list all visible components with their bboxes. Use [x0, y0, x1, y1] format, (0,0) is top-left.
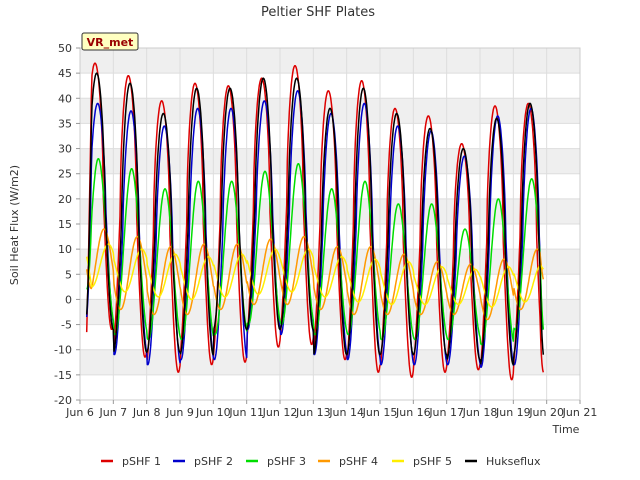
legend-label: Hukseflux: [486, 455, 541, 468]
x-tick-label: Jun 17: [428, 406, 464, 419]
plot-band: [80, 374, 580, 400]
plot-band: [80, 48, 580, 74]
y-tick-label: 50: [58, 42, 72, 55]
series-line-pshf-4: [85, 228, 545, 321]
x-tick-label: Jun 11: [228, 406, 264, 419]
x-tick-label: Jun 12: [262, 406, 298, 419]
x-tick-label: Jun 20: [528, 406, 564, 419]
legend-label: pSHF 3: [267, 455, 306, 468]
y-axis-label: Soil Heat Flux (W/m2): [8, 165, 21, 285]
legend: pSHF 1 pSHF 2 pSHF 3 pSHF 4 pSHF 5 Hukseflux: [101, 455, 541, 468]
legend-label: pSHF 2: [194, 455, 233, 468]
y-tick-label: -15: [54, 369, 72, 382]
y-tick-label: 40: [58, 92, 72, 105]
chart-title: Peltier SHF Plates: [261, 5, 375, 20]
x-tick-label: Jun 16: [395, 406, 431, 419]
y-axis: -20 -15 -10 -5 0 5 10 15 20 25 30 35 40 45 50: [54, 42, 80, 407]
x-tick-label: Jun 19: [495, 406, 531, 419]
plot-band: [80, 324, 580, 350]
x-tick-label: Jun 13: [295, 406, 331, 419]
x-axis-label: Time: [552, 423, 580, 436]
x-tick-label: Jun 7: [98, 406, 127, 419]
y-tick-label: 20: [58, 193, 72, 206]
x-tick-label: Jun 18: [462, 406, 498, 419]
annotation-box: VR_met: [81, 32, 139, 51]
series-line-pshf-5: [85, 243, 544, 308]
y-tick-label: 10: [58, 243, 72, 256]
y-tick-label: -5: [61, 319, 72, 332]
annotation-label: VR_met: [87, 36, 134, 49]
x-tick-label: Jun 6: [65, 406, 94, 419]
legend-label: pSHF 4: [339, 455, 378, 468]
y-tick-label: -10: [54, 344, 72, 357]
y-tick-label: 0: [65, 293, 72, 306]
plot-band: [80, 299, 580, 325]
x-tick-label: Jun 9: [165, 406, 194, 419]
plot-band: [80, 123, 580, 149]
plot-band: [80, 98, 580, 124]
x-tick-label: Jun 10: [195, 406, 231, 419]
y-tick-label: 5: [65, 268, 72, 281]
series-line-hukseflux: [85, 72, 545, 366]
plot-band: [80, 148, 580, 174]
x-tick-label: Jun 15: [362, 406, 398, 419]
plot-band: [80, 349, 580, 375]
series-line-pshf-3: [86, 158, 545, 346]
y-tick-label: 45: [58, 67, 72, 80]
series-lines: [85, 62, 545, 381]
x-tick-label: Jun 8: [132, 406, 161, 419]
y-tick-label: 15: [58, 218, 72, 231]
legend-label: pSHF 5: [413, 455, 452, 468]
x-tick-label: Jun 14: [328, 406, 364, 419]
legend-label: pSHF 1: [122, 455, 161, 468]
y-tick-label: 35: [58, 117, 72, 130]
y-tick-label: 30: [58, 143, 72, 156]
plot-band: [80, 224, 580, 250]
y-tick-label: 25: [58, 168, 72, 181]
x-tick-label: Jun 21: [562, 406, 598, 419]
y-tick-label: -20: [54, 394, 72, 407]
